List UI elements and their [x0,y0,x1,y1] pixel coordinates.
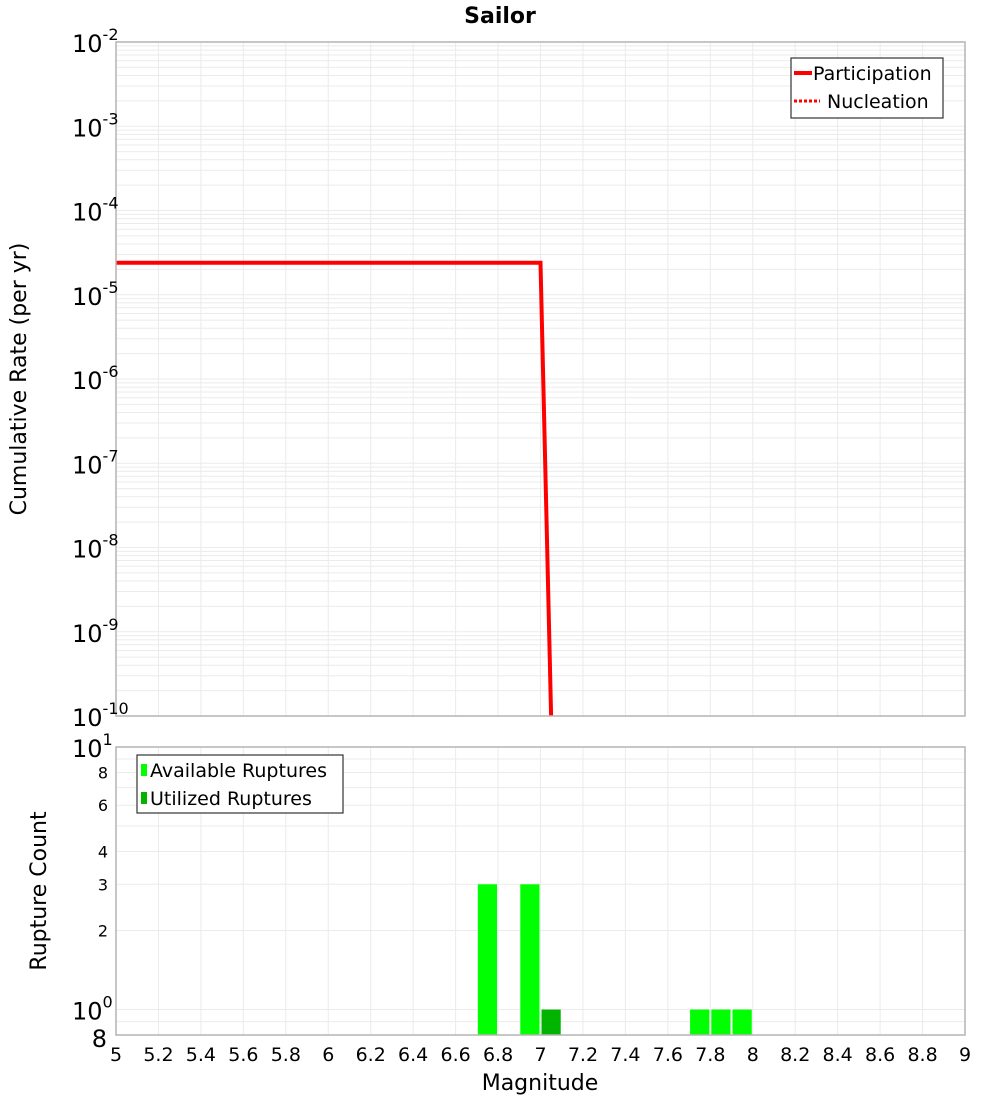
rupture-count-plot: 101864321008 55.25.45.65.866.26.46.66.87… [27,730,971,1096]
y-tick-label: 100 [72,993,113,1026]
x-tick-label: 6.6 [440,1044,470,1066]
x-tick-label: 6 [322,1044,334,1066]
y-tick-label: 10-2 [72,25,119,58]
x-tick-label: 5.4 [186,1044,216,1066]
x-tick-label: 6.2 [356,1044,386,1066]
y-tick-label: 10-6 [72,362,119,395]
y-tick-label: 4 [98,842,108,861]
x-tick-label: 6.4 [398,1044,428,1066]
y-tick-label: 8 [98,763,108,782]
y-tick-label: 2 [98,922,108,941]
legend-nucleation: Nucleation [827,91,929,113]
x-tick-label: 5.6 [228,1044,258,1066]
available-rupture-bar [478,884,497,1035]
x-tick-label: 8.4 [823,1044,853,1066]
x-tick-label: 8 [747,1044,759,1066]
available-rupture-bar [733,1010,752,1035]
y-axis-label: Cumulative Rate (per yr) [7,243,32,516]
gridlines [116,42,965,716]
x-tick-label: 7.6 [653,1044,683,1066]
mfd-figure: Sailor 10-210-310-410-510-610-710-810-91… [0,0,1000,1100]
y-tick-label: 6 [98,796,108,815]
x-tick-label: 5.8 [271,1044,301,1066]
available-swatch-icon [141,764,147,776]
y-tick-label: 10-3 [72,109,119,142]
y-axis-label: Rupture Count [27,811,52,971]
y-tick-label: 101 [72,730,113,763]
legend: Available Ruptures Utilized Ruptures [137,755,343,813]
x-tick-label: 8.2 [780,1044,810,1066]
chart-title: Sailor [464,4,536,29]
available-rupture-bar [711,1010,730,1035]
legend: Participation Nucleation [791,58,943,118]
x-tick-label: 9 [959,1044,971,1066]
cumulative-rate-plot: 10-2 10-3 10-4 10-5 10-6 10-7 10-8 10-9 10-10 Cu… [7,25,965,732]
x-axis-ticks: 5 5.2 5.4 5.6 5.8 6 6.2 6.4 6.6 6.8 7 7.2 7.4 7.6 7.8 8… [110,1044,971,1066]
legend-utilized: Utilized Ruptures [150,788,312,810]
available-rupture-bar [690,1010,709,1035]
x-tick-label: 8.6 [865,1044,895,1066]
x-tick-label: 8.8 [907,1044,937,1066]
y-tick-label: 8 [92,1025,107,1053]
chart-canvas: Sailor 10-210-310-410-510-610-710-810-91… [0,0,1000,1100]
y-tick-label: 10-10 [72,699,129,732]
legend-available: Available Ruptures [150,760,327,782]
x-tick-label: 7.4 [610,1044,640,1066]
x-tick-label: 5 [110,1044,122,1066]
utilized-rupture-bar [542,1010,561,1035]
y-tick-label: 10-8 [72,531,119,564]
utilized-swatch-icon [141,792,147,804]
x-axis-label: Magnitude [482,1071,599,1096]
y-axis-ticks: 101864321008 [72,730,113,1053]
y-tick-label: 10-7 [72,446,119,479]
y-tick-label: 3 [98,875,108,894]
x-tick-label: 6.8 [483,1044,513,1066]
x-tick-label: 7.2 [568,1044,598,1066]
x-tick-label: 5.2 [143,1044,173,1066]
y-tick-label: 10-9 [72,615,119,648]
x-tick-label: 7.8 [695,1044,725,1066]
y-tick-label: 10-5 [72,278,119,311]
x-tick-label: 7 [534,1044,546,1066]
available-rupture-bar [520,884,539,1035]
legend-participation: Participation [813,63,932,85]
y-tick-label: 10-4 [72,194,119,227]
